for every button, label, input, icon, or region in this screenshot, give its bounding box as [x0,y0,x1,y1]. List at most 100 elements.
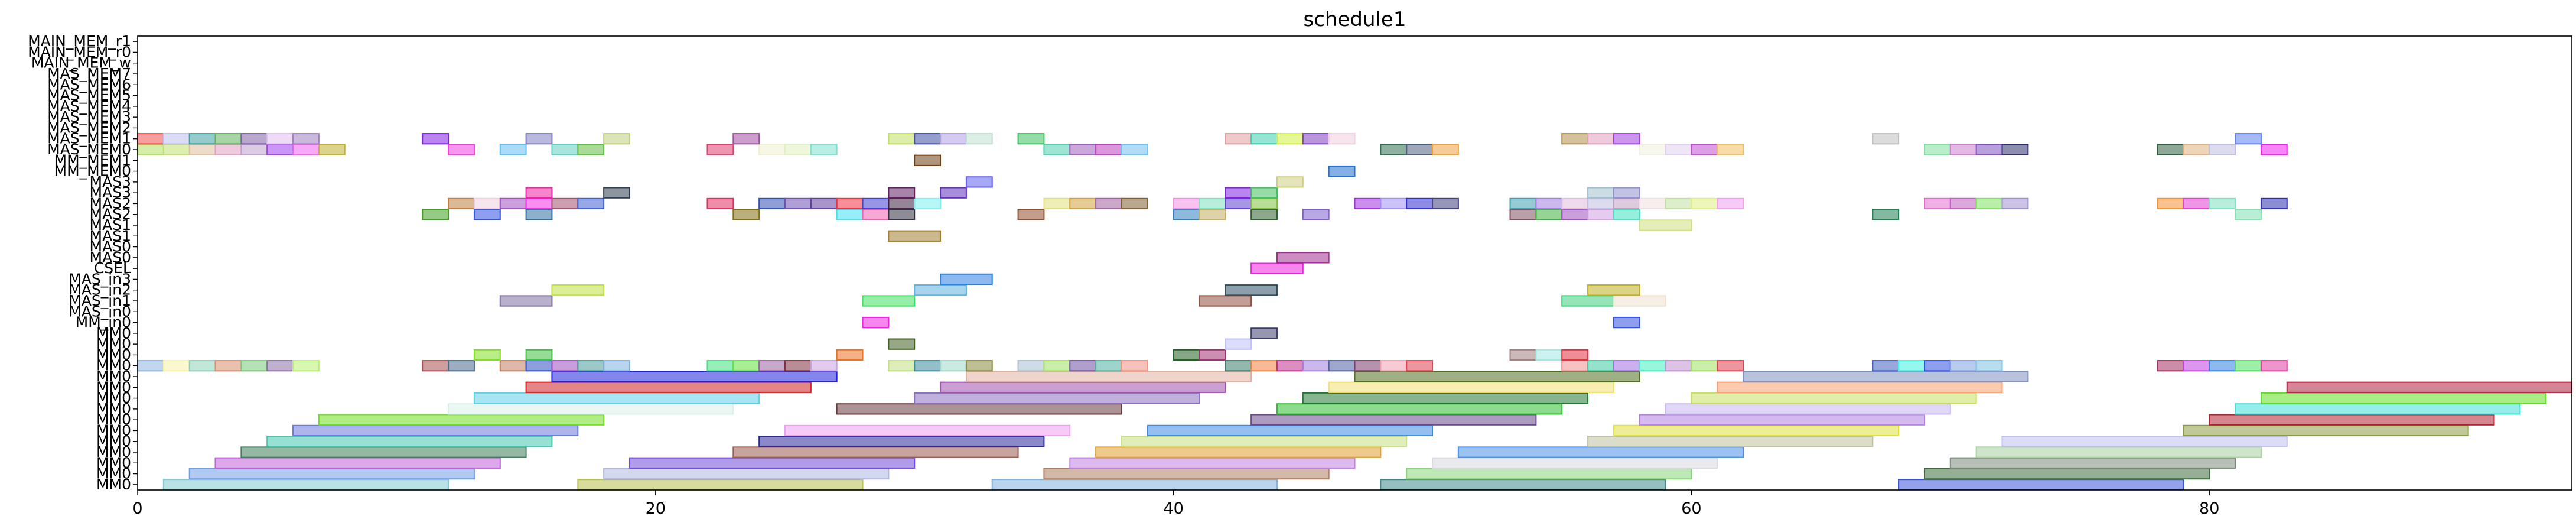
schedule-bar [266,144,294,155]
schedule-bar [2183,144,2210,155]
schedule-bar [1872,133,1900,145]
schedule-bar [940,381,1226,393]
schedule-bar [1923,144,1951,155]
schedule-bar [1587,187,1614,199]
schedule-bar [1432,457,1718,469]
y-tick-label: MAS_in2 [69,281,131,299]
schedule-bar [422,360,450,372]
schedule-bar [1639,144,1666,155]
schedule-bar [2235,360,2262,372]
schedule-bar [1173,209,1200,220]
schedule-bar [551,371,838,382]
schedule-bar [1043,468,1330,480]
schedule-bar [2183,424,2469,437]
schedule-bar [1898,479,2184,491]
schedule-bar [758,144,786,155]
schedule-bar [940,360,967,372]
schedule-bar [1121,144,1148,155]
y-tick-label: MAS2 [90,206,131,223]
y-tick-label: MAS1 [90,227,131,244]
schedule-bar [577,197,605,210]
schedule-bar [965,371,1252,382]
schedule-bar [1250,187,1278,199]
schedule-bar [1250,327,1278,339]
schedule-bar [732,446,1019,458]
schedule-bar [1225,187,1252,199]
schedule-bar [862,316,890,329]
schedule-bar [214,457,501,469]
schedule-bar [1665,403,1951,415]
schedule-bar [1561,209,1589,220]
schedule-bar [1665,360,1692,372]
schedule-bar [758,436,1045,447]
schedule-bar [266,436,553,447]
schedule-bar [318,414,605,426]
schedule-bar [914,154,942,166]
schedule-bar [1561,295,1614,307]
schedule-bar [940,187,967,199]
schedule-bar [706,197,734,210]
y-tick-label: MAIN_MEM_w [31,54,131,72]
schedule-bar [784,360,812,372]
schedule-bar [1535,209,1563,220]
schedule-bar [1898,360,1925,372]
schedule-bar [2235,403,2521,415]
schedule-bar [1380,197,1408,210]
schedule-bar [2260,144,2288,155]
schedule-bar [422,133,450,145]
schedule-bar [2209,360,2236,372]
schedule-bar [1923,360,1951,372]
schedule-bar [1017,360,1045,372]
schedule-bar [1587,133,1614,145]
schedule-bar [1587,209,1614,220]
schedule-bar [1328,381,1614,393]
schedule-bar [965,133,993,145]
schedule-bar [551,360,579,372]
schedule-bar [1173,349,1200,361]
schedule-bar [1691,392,1977,404]
schedule-bar [1613,133,1640,145]
schedule-bar [1975,197,2003,210]
schedule-bar [240,133,268,145]
schedule-bar [240,446,527,458]
schedule-bar [1043,197,1071,210]
schedule-bar [914,284,967,296]
x-tick-label: 40 [1163,499,1183,518]
schedule-bar [603,360,630,372]
schedule-bar [525,349,553,361]
schedule-bar [784,197,812,210]
schedule-bar [499,360,527,372]
schedule-bar [266,133,294,145]
schedule-bar [1561,197,1589,210]
schedule-bar [292,424,579,437]
schedule-bar [1069,360,1097,372]
y-tick-label: MAS_in3 [69,270,131,287]
y-tick-label: MM0 [96,390,131,407]
y-tick-label: MAS3 [90,184,131,201]
schedule-bar [1225,197,1252,210]
schedule-bar [2157,197,2184,210]
y-tick-label: MAS_MEM5 [47,87,131,104]
schedule-bar [2209,197,2236,210]
schedule-bar [577,360,605,372]
schedule-bar [628,457,916,469]
schedule-bar [1302,133,1330,145]
schedule-bar [940,273,993,286]
schedule-bar [1225,338,1252,350]
schedule-bar [1173,197,1200,210]
schedule-bar [888,360,916,372]
schedule-bar [525,133,553,145]
schedule-bar [836,197,864,210]
schedule-bar [1302,392,1589,404]
schedule-bar [914,133,942,145]
schedule-bar [1276,176,1304,188]
schedule-bar [1328,133,1356,145]
schedule-bar [1250,133,1278,145]
schedule-bar [577,479,864,491]
schedule-bar [473,349,501,361]
schedule-bar [1043,360,1071,372]
schedule-bar [292,133,320,145]
schedule-bar [965,360,993,372]
schedule-bar [1095,144,1122,155]
schedule-bar [1017,133,1045,145]
